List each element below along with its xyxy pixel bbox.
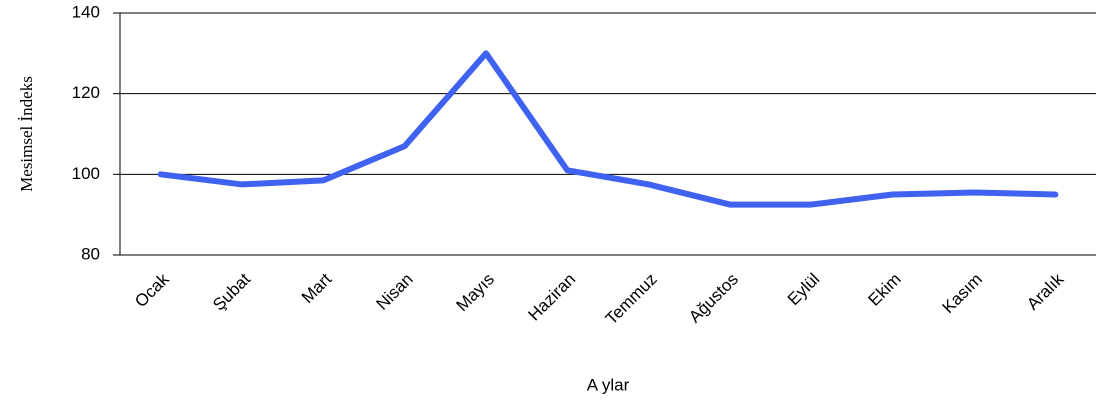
x-tick-label: Temmuz: [602, 270, 661, 329]
x-tick-label: Ocak: [131, 269, 173, 311]
x-tick-label: Haziran: [524, 270, 579, 325]
y-axis-label: Mesimsel İndeks: [17, 76, 36, 192]
x-tick-label: Mayıs: [453, 270, 498, 315]
x-tick-label: Aralık: [1023, 269, 1068, 314]
y-tick-label: 80: [81, 244, 100, 263]
x-tick-label: Şubat: [209, 269, 254, 314]
x-tick-label: Ekim: [865, 270, 905, 310]
y-tick-label: 140: [72, 2, 100, 21]
y-tick-label: 120: [72, 83, 100, 102]
line: [157, 50, 1059, 208]
x-tick-label: Nisan: [372, 270, 416, 314]
x-tick-label: Kasım: [938, 270, 986, 318]
x-axis-label: A ylar: [587, 375, 630, 394]
y-tick-label: 100: [72, 164, 100, 183]
x-tick-label: Eylül: [784, 270, 823, 309]
x-tick-label: Mart: [298, 269, 336, 307]
x-tick-label: Ağustos: [685, 270, 742, 327]
